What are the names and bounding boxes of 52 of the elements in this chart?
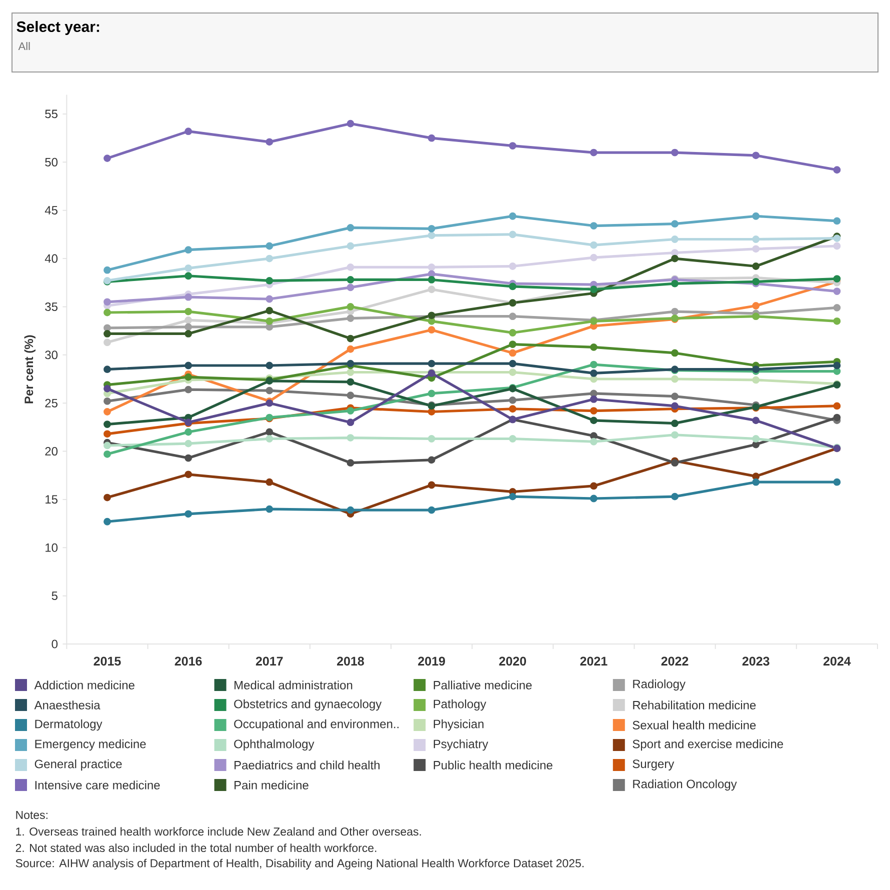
legend-label: Ophthalmology [234,739,314,751]
source-note: Source: AIHW analysis of Department of Health, Disability and Ageing National Health Workforce Dataset 2025. [16,858,584,870]
x-tick-label: 2019 [418,656,445,666]
legend-label: Emergency medicine [35,739,146,751]
x-tick-label: 2015 [94,656,121,666]
legend-label: Intensive care medicine [35,780,160,790]
x-tick-label: 2023 [742,656,770,666]
text: 2. Not stated was also included in the total number of health workforce. [16,844,376,852]
legend-label: Sport and exercise medicine [632,739,784,751]
legend-label: Public health medicine [434,760,552,770]
legend-label: Obstetrics and gynaecology [234,699,382,711]
legend-label: General practice [34,759,122,771]
y-axis-title: Per cent (%) [24,335,36,404]
x-tick-label: 2021 [580,656,608,666]
legend-label: Rehabilitation medicine [633,700,756,710]
legend-label: Anaesthesia [34,700,100,710]
x-tick-label: 2020 [499,656,526,666]
legend-label: Pain medicine [234,780,308,790]
legend-label: Occupational and environmen.. [234,719,399,731]
text: All [18,42,30,50]
y-tick-label: 20 [45,447,58,456]
y-tick-label: 40 [44,254,58,263]
text: 1. Overseas trained health workforce include New Zealand and Other overseas. [16,827,421,836]
legend-label: Pathology [434,699,486,711]
legend-label: Addiction medicine [34,680,134,690]
y-tick-label: 55 [45,110,58,118]
legend-label: Medical administration [234,680,352,690]
y-tick-label: 45 [44,206,58,215]
legend-label: Physician [434,719,484,731]
x-tick-label: 2018 [337,656,364,666]
legend-label: Paediatrics and child health [234,760,380,770]
legend-label: Surgery [632,760,674,770]
y-tick-label: 0 [52,640,58,648]
legend-label: Sexual health medicine [632,720,756,730]
text: Select year: [16,21,100,35]
y-tick-label: 50 [45,158,58,166]
y-tick-label: 30 [45,350,58,360]
y-tick-label: 25 [45,398,58,408]
x-tick-label: 2016 [174,656,202,666]
legend-label: Radiology [633,679,686,691]
y-tick-label: 15 [46,495,58,504]
y-tick-label: 10 [46,543,58,552]
legend-label: Psychiatry [434,739,488,751]
legend-label: Palliative medicine [434,680,532,690]
text: Notes: [16,811,48,820]
x-tick-label: 2024 [823,656,851,666]
x-tick-label: 2022 [661,656,688,666]
legend-label: Dermatology [35,719,102,731]
y-tick-label: 5 [52,592,58,600]
x-tick-label: 2017 [256,656,283,666]
y-tick-label: 35 [45,302,58,311]
legend-label: Radiation Oncology [633,779,737,791]
